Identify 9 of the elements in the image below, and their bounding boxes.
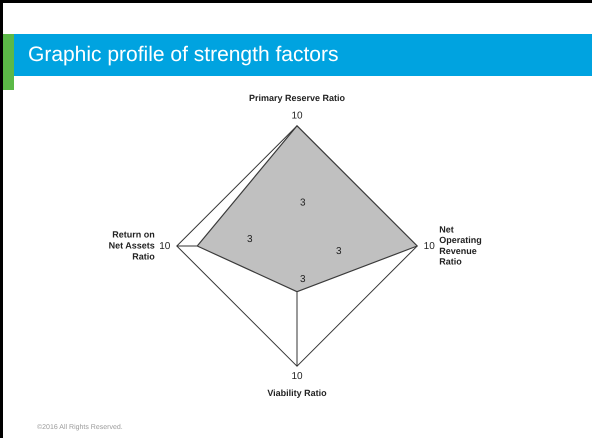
spoke-label: Viability Ratio (267, 388, 328, 398)
text: 3 (246, 234, 253, 245)
chart-title: Graphic profile of strength factors (14, 34, 592, 76)
spoke-label: Primary Reserve Ratio (248, 92, 346, 103)
text: 10 (159, 240, 170, 252)
spoke-label: Return on Net Assets Ratio (108, 230, 156, 262)
text: 3 (336, 246, 342, 257)
text: 10 (424, 240, 435, 252)
spoke-label: Net Operating Revenue Ratio (439, 224, 482, 267)
